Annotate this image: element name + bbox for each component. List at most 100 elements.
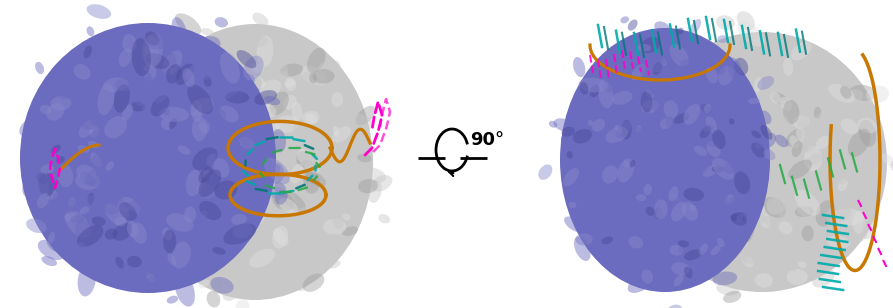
Ellipse shape bbox=[88, 193, 95, 205]
Ellipse shape bbox=[623, 160, 630, 168]
Text: 90°: 90° bbox=[470, 131, 505, 149]
Ellipse shape bbox=[200, 127, 216, 144]
Ellipse shape bbox=[815, 200, 836, 226]
Ellipse shape bbox=[660, 83, 682, 98]
Ellipse shape bbox=[700, 126, 711, 138]
Ellipse shape bbox=[288, 265, 306, 291]
Ellipse shape bbox=[188, 85, 213, 114]
Ellipse shape bbox=[113, 71, 130, 87]
Ellipse shape bbox=[283, 85, 291, 97]
Ellipse shape bbox=[175, 190, 196, 205]
Ellipse shape bbox=[41, 256, 57, 266]
Ellipse shape bbox=[679, 244, 686, 253]
Ellipse shape bbox=[592, 119, 605, 132]
Ellipse shape bbox=[59, 82, 79, 99]
Ellipse shape bbox=[329, 261, 341, 269]
Ellipse shape bbox=[304, 172, 320, 194]
Ellipse shape bbox=[195, 36, 204, 50]
Ellipse shape bbox=[579, 78, 608, 92]
Ellipse shape bbox=[307, 48, 326, 73]
Ellipse shape bbox=[236, 299, 249, 308]
Ellipse shape bbox=[220, 52, 240, 84]
Ellipse shape bbox=[125, 71, 152, 101]
Ellipse shape bbox=[249, 249, 275, 268]
Ellipse shape bbox=[301, 66, 327, 86]
Ellipse shape bbox=[152, 243, 167, 265]
Ellipse shape bbox=[647, 68, 666, 80]
Ellipse shape bbox=[786, 129, 803, 147]
Ellipse shape bbox=[290, 164, 304, 184]
Ellipse shape bbox=[57, 164, 73, 188]
Ellipse shape bbox=[64, 212, 76, 221]
Ellipse shape bbox=[716, 282, 739, 295]
Ellipse shape bbox=[210, 206, 217, 215]
Ellipse shape bbox=[628, 19, 638, 31]
Ellipse shape bbox=[175, 13, 201, 35]
Ellipse shape bbox=[236, 111, 248, 126]
Ellipse shape bbox=[655, 77, 670, 100]
Ellipse shape bbox=[167, 296, 178, 304]
Ellipse shape bbox=[176, 63, 194, 85]
Ellipse shape bbox=[87, 4, 111, 19]
Ellipse shape bbox=[293, 117, 318, 136]
Ellipse shape bbox=[698, 86, 714, 99]
Ellipse shape bbox=[538, 164, 553, 180]
Ellipse shape bbox=[640, 91, 653, 112]
Ellipse shape bbox=[318, 233, 340, 257]
Ellipse shape bbox=[62, 184, 72, 201]
Ellipse shape bbox=[121, 206, 129, 218]
Ellipse shape bbox=[131, 38, 151, 76]
Ellipse shape bbox=[847, 129, 871, 157]
Ellipse shape bbox=[712, 158, 734, 180]
Ellipse shape bbox=[181, 102, 198, 113]
Ellipse shape bbox=[213, 247, 226, 255]
Ellipse shape bbox=[594, 64, 613, 82]
Ellipse shape bbox=[705, 135, 722, 146]
Ellipse shape bbox=[659, 209, 672, 230]
Ellipse shape bbox=[196, 138, 210, 148]
Ellipse shape bbox=[588, 120, 593, 126]
Ellipse shape bbox=[44, 189, 58, 200]
Ellipse shape bbox=[738, 22, 764, 47]
Ellipse shape bbox=[121, 258, 156, 277]
Ellipse shape bbox=[268, 165, 280, 176]
Ellipse shape bbox=[141, 99, 150, 112]
Ellipse shape bbox=[730, 212, 747, 221]
Ellipse shape bbox=[751, 131, 761, 138]
Ellipse shape bbox=[792, 141, 803, 157]
Ellipse shape bbox=[79, 172, 96, 186]
Ellipse shape bbox=[814, 107, 822, 119]
Ellipse shape bbox=[818, 182, 827, 190]
Ellipse shape bbox=[660, 56, 670, 64]
Ellipse shape bbox=[769, 111, 791, 132]
Ellipse shape bbox=[90, 152, 102, 168]
Ellipse shape bbox=[681, 107, 698, 118]
Ellipse shape bbox=[648, 203, 675, 229]
Ellipse shape bbox=[706, 115, 730, 130]
Ellipse shape bbox=[641, 99, 658, 114]
Ellipse shape bbox=[38, 172, 55, 196]
Ellipse shape bbox=[640, 100, 659, 135]
Ellipse shape bbox=[663, 168, 680, 181]
Ellipse shape bbox=[789, 225, 805, 239]
Ellipse shape bbox=[831, 208, 864, 226]
Ellipse shape bbox=[787, 269, 807, 285]
Ellipse shape bbox=[316, 98, 323, 104]
Ellipse shape bbox=[637, 32, 887, 292]
Ellipse shape bbox=[130, 185, 159, 203]
Ellipse shape bbox=[330, 160, 337, 172]
Ellipse shape bbox=[237, 74, 255, 87]
Ellipse shape bbox=[626, 160, 660, 180]
Ellipse shape bbox=[20, 23, 276, 293]
Ellipse shape bbox=[295, 38, 311, 65]
Ellipse shape bbox=[197, 117, 216, 140]
Ellipse shape bbox=[646, 89, 655, 99]
Ellipse shape bbox=[554, 118, 573, 132]
Ellipse shape bbox=[218, 270, 244, 290]
Ellipse shape bbox=[198, 188, 209, 208]
Ellipse shape bbox=[213, 184, 227, 199]
Ellipse shape bbox=[238, 250, 256, 266]
Ellipse shape bbox=[174, 273, 195, 306]
Ellipse shape bbox=[806, 225, 821, 242]
Ellipse shape bbox=[767, 197, 781, 215]
